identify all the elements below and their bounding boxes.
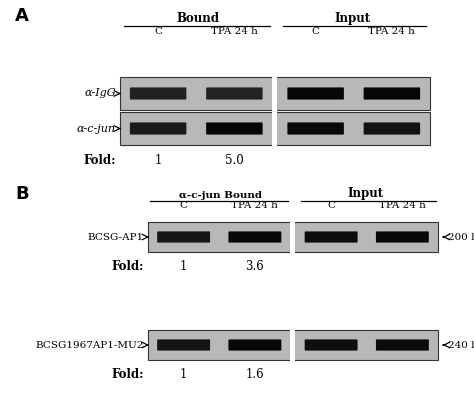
Bar (273, 111, 277, 145)
Bar (120, 112, 430, 145)
FancyBboxPatch shape (206, 87, 263, 100)
Text: α-c-jun Bound: α-c-jun Bound (179, 191, 262, 200)
FancyBboxPatch shape (228, 339, 282, 351)
Bar (291, 330, 295, 360)
Text: BCSG1967AP1-MU2: BCSG1967AP1-MU2 (36, 341, 144, 349)
FancyBboxPatch shape (206, 122, 263, 134)
FancyBboxPatch shape (364, 122, 420, 134)
Bar (148, 330, 438, 360)
FancyBboxPatch shape (228, 231, 282, 243)
Text: BCSG-AP1: BCSG-AP1 (88, 233, 144, 241)
Bar (291, 221, 295, 252)
Text: 200 bp: 200 bp (448, 233, 474, 241)
FancyBboxPatch shape (364, 87, 420, 100)
FancyBboxPatch shape (305, 339, 357, 351)
Text: Fold:: Fold: (83, 155, 116, 168)
Text: α-c-jun: α-c-jun (77, 123, 116, 134)
FancyBboxPatch shape (376, 339, 429, 351)
Text: C: C (327, 201, 335, 210)
Text: 5.0: 5.0 (225, 155, 244, 168)
Text: A: A (15, 7, 29, 25)
Text: 240 bp: 240 bp (448, 341, 474, 349)
Text: 1: 1 (180, 260, 187, 273)
FancyBboxPatch shape (287, 87, 344, 100)
FancyBboxPatch shape (130, 87, 186, 100)
Text: 1: 1 (180, 368, 187, 381)
Text: 1: 1 (155, 155, 162, 168)
Text: B: B (15, 185, 28, 203)
Text: 1.6: 1.6 (246, 368, 264, 381)
Text: C: C (154, 27, 162, 36)
FancyBboxPatch shape (305, 231, 357, 243)
Text: Input: Input (347, 187, 383, 200)
Text: C: C (180, 201, 188, 210)
FancyBboxPatch shape (157, 231, 210, 243)
Text: Input: Input (335, 12, 371, 25)
Text: α-IgG: α-IgG (84, 89, 116, 99)
Text: 3.6: 3.6 (246, 260, 264, 273)
Text: TPA 24 h: TPA 24 h (231, 201, 278, 210)
Text: Fold:: Fold: (111, 260, 144, 273)
Text: TPA 24 h: TPA 24 h (368, 27, 415, 36)
FancyBboxPatch shape (130, 122, 186, 134)
Text: TPA 24 h: TPA 24 h (379, 201, 426, 210)
Bar (148, 222, 438, 252)
Text: Bound: Bound (176, 12, 219, 25)
FancyBboxPatch shape (287, 122, 344, 134)
Text: Fold:: Fold: (111, 368, 144, 381)
Bar (273, 76, 277, 110)
FancyBboxPatch shape (157, 339, 210, 351)
Bar (120, 77, 430, 110)
Text: C: C (311, 27, 319, 36)
Text: TPA 24 h: TPA 24 h (211, 27, 258, 36)
FancyBboxPatch shape (376, 231, 429, 243)
